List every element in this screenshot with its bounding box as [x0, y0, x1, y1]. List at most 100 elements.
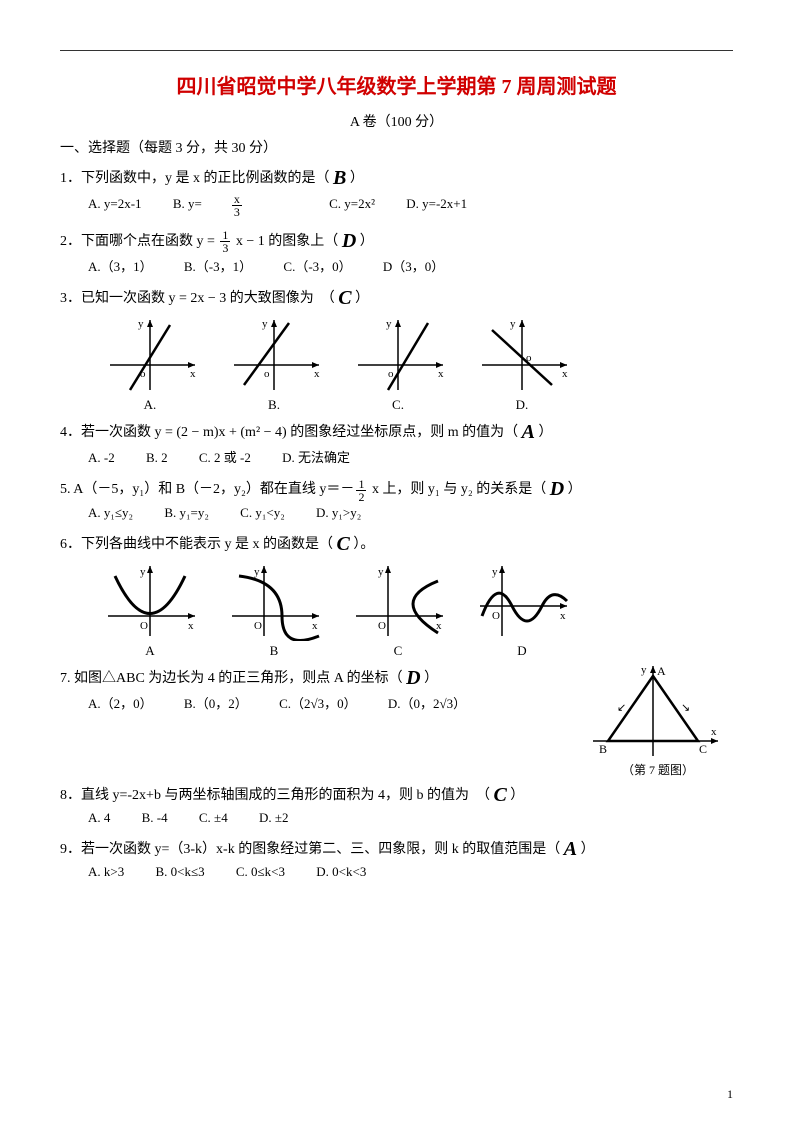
svg-text:o: o — [140, 368, 146, 380]
q1-b-frac: x3 — [232, 193, 270, 218]
q4-opt-a: A. -2 — [88, 450, 115, 466]
q6-graph-d: xyO D — [472, 561, 572, 659]
svg-text:x: x — [190, 368, 196, 380]
q5-post: x 上，则 y₁ 与 y₂ 的关系是（ — [368, 482, 546, 497]
q2-answer-hand: D — [342, 226, 356, 256]
svg-text:O: O — [140, 620, 148, 632]
svg-text:↙: ↙ — [617, 702, 626, 714]
svg-text:B: B — [599, 742, 607, 756]
question-4: 4．若一次函数 y = (2 − m)x + (m² − 4) 的图象经过坐标原… — [60, 415, 733, 445]
q9-opt-d: D. 0<k<3 — [316, 864, 366, 880]
q8-options: A. 4 B. -4 C. ±4 D. ±2 — [60, 810, 733, 826]
q2-opt-d: D（3，0） — [383, 256, 444, 275]
q4-opt-c: C. 2 或 -2 — [199, 447, 251, 466]
question-5: 5. A（－5，y₁）和 B（－2，y₂）都在直线 y＝－12 x 上，则 y₁… — [60, 472, 733, 502]
svg-text:y: y — [386, 318, 392, 330]
question-9: 9．若一次函数 y=（3-k）x-k 的图象经过第二、三、四象限，则 k 的取值… — [60, 832, 733, 862]
q3-label-b: B. — [224, 397, 324, 413]
q8-opt-d: D. ±2 — [259, 810, 289, 826]
q1-tail: ） — [350, 171, 364, 186]
q3-label-d: D. — [472, 397, 572, 413]
svg-text:y: y — [510, 318, 516, 330]
q5-num: 1 — [356, 478, 366, 491]
svg-text:o: o — [526, 352, 532, 364]
q1-answer-hand: B — [333, 163, 346, 193]
q5-tail: ） — [568, 482, 582, 497]
q7-opt-d: D.（0，2√3） — [388, 693, 466, 712]
q6-label-b: B — [224, 643, 324, 659]
q9-answer-hand: A — [564, 834, 577, 864]
q6-label-d: D — [472, 643, 572, 659]
q2-opt-a: A.（3，1） — [88, 256, 153, 275]
q9-text: 9．若一次函数 y=（3-k）x-k 的图象经过第二、三、四象限，则 k 的取值… — [60, 842, 560, 857]
q6-graph-c-svg: xyO — [348, 561, 448, 641]
svg-text:C: C — [699, 742, 707, 756]
q5-opt-c: C. y₁<y₂ — [240, 505, 285, 521]
svg-text:x: x — [188, 620, 194, 632]
svg-text:O: O — [254, 620, 262, 632]
svg-text:A: A — [657, 664, 666, 678]
q1-options: A. y=2x-1 B. y=x3 C. y=2x² D. y=-2x+1 — [60, 193, 733, 218]
q1-opt-c: C. y=2x² — [329, 196, 375, 212]
top-rule — [60, 50, 733, 51]
q3-label-a: A. — [100, 397, 200, 413]
question-3: 3．已知一次函数 y = 2x − 3 的大致图像为 （ C ） — [60, 281, 733, 311]
section-heading-1: 一、选择题（每题 3 分，共 30 分） — [60, 137, 733, 157]
question-2: 2．下面哪个点在函数 y = 13 x − 1 的图象上（ D ） — [60, 224, 733, 254]
q2-opt-c: C.（-3，0） — [283, 256, 351, 275]
page-title: 四川省昭觉中学八年级数学上学期第 7 周周测试题 — [60, 70, 733, 99]
q3-graph-d-svg: x y o — [472, 315, 572, 395]
svg-text:x: x — [312, 620, 318, 632]
q6-tail: ）。 — [353, 537, 374, 552]
q3-tail: ） — [355, 291, 369, 306]
paper-subhead: A 卷（100 分） — [60, 111, 733, 131]
q5-pre: 5. A（－5，y₁）和 B（－2，y₂）都在直线 y＝－ — [60, 482, 354, 497]
page-number: 1 — [727, 1087, 733, 1102]
q3-graph-c-svg: xyo — [348, 315, 448, 395]
q4-text: 4．若一次函数 y = (2 − m)x + (m² − 4) 的图象经过坐标原… — [60, 425, 518, 440]
q6-graph-d-svg: xyO — [472, 561, 572, 641]
q6-graph-b-svg: x y O — [224, 561, 324, 641]
svg-text:x: x — [562, 368, 568, 380]
q5-frac: 12 — [356, 478, 366, 503]
svg-text:y: y — [378, 566, 384, 578]
svg-text:O: O — [378, 620, 386, 632]
q3-label-c: C. — [348, 397, 448, 413]
q5-answer-hand: D — [550, 474, 564, 504]
q3-graph-b-svg: xyo — [224, 315, 324, 395]
q1-opt-d: D. y=-2x+1 — [406, 196, 467, 212]
q8-tail: ） — [510, 788, 524, 803]
q8-answer-hand: C — [493, 780, 506, 810]
q7-opt-b: B.（0，2） — [184, 693, 248, 712]
q9-options: A. k>3 B. 0<k≤3 C. 0≤k<3 D. 0<k<3 — [60, 864, 733, 880]
q7-caption: （第 7 题图） — [583, 761, 733, 778]
q6-graph-c: xyO C — [348, 561, 448, 659]
q4-opt-b: B. 2 — [146, 450, 168, 466]
q9-opt-b: B. 0<k≤3 — [155, 864, 204, 880]
q3-answer-hand: C — [338, 283, 351, 313]
question-8: 8．直线 y=-2x+b 与两坐标轴围成的三角形的面积为 4，则 b 的值为 （… — [60, 778, 733, 808]
q2-opt-b: B.（-3，1） — [184, 256, 252, 275]
q7-triangle-svg: A B C x y ↙ ↘ — [583, 661, 723, 761]
svg-text:y: y — [254, 566, 260, 578]
q7-tail: ） — [424, 671, 438, 686]
q7-opt-a: A.（2，0） — [88, 693, 153, 712]
q1-text: 1．下列函数中，y 是 x 的正比例函数的是（ — [60, 171, 330, 186]
question-1: 1．下列函数中，y 是 x 的正比例函数的是（ B ） — [60, 161, 733, 191]
q4-answer-hand: A — [522, 417, 535, 447]
question-7-wrap: 7. 如图△ABC 为边长为 4 的正三角形，则点 A 的坐标（ D ） A.（… — [60, 661, 733, 778]
q8-opt-b: B. -4 — [142, 810, 168, 826]
q5-options: A. y₁≤y₂ B. y₁=y₂ C. y₁<y₂ D. y₁>y₂ — [60, 505, 733, 521]
q4-tail: ） — [538, 425, 552, 440]
q3-graph-a-svg: xyo — [100, 315, 200, 395]
svg-text:y: y — [641, 664, 647, 676]
q2-post: x − 1 的图象上（ — [232, 234, 338, 249]
svg-text:↘: ↘ — [681, 702, 690, 714]
q8-text: 8．直线 y=-2x+b 与两坐标轴围成的三角形的面积为 4，则 b 的值为 （ — [60, 788, 490, 803]
q3-graph-b: xyo B. — [224, 315, 324, 413]
q9-opt-c: C. 0≤k<3 — [236, 864, 285, 880]
q3-text: 3．已知一次函数 y = 2x − 3 的大致图像为 （ — [60, 291, 335, 306]
svg-text:y: y — [262, 318, 268, 330]
q3-graph-a: xyo A. — [100, 315, 200, 413]
q7-options: A.（2，0） B.（0，2） C.（2√3，0） D.（0，2√3） — [60, 693, 583, 712]
